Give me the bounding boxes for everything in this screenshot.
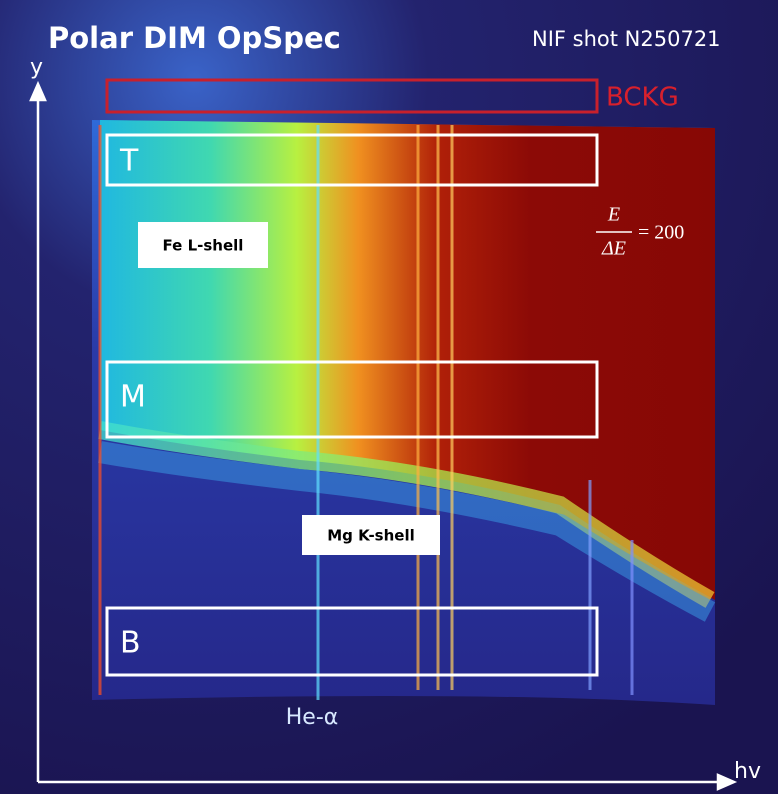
he-label: He-α bbox=[286, 705, 339, 730]
t-label: T bbox=[119, 144, 139, 179]
mg-label-box bbox=[302, 515, 440, 555]
spectral-lines bbox=[98, 125, 634, 700]
mg-label: Mg K-shell bbox=[327, 527, 415, 545]
x-arrow bbox=[716, 773, 738, 791]
fe-label-box bbox=[138, 222, 268, 268]
x-axis-label: hv bbox=[734, 759, 761, 784]
title: Polar DIM OpSpec bbox=[48, 21, 341, 55]
fe-label: Fe L-shell bbox=[163, 237, 244, 255]
m-label: M bbox=[120, 380, 146, 415]
bckg-box bbox=[105, 78, 599, 114]
b-box bbox=[105, 606, 599, 677]
b-label: B bbox=[120, 626, 141, 661]
t-box bbox=[105, 133, 599, 187]
y-arrow bbox=[29, 80, 47, 102]
bckg-label: BCKG bbox=[606, 83, 679, 113]
shot-label: NIF shot N250721 bbox=[532, 27, 721, 51]
axes bbox=[29, 80, 738, 791]
fraction-numerator: E bbox=[607, 204, 620, 226]
fraction-denominator: ΔE bbox=[601, 238, 626, 260]
resolution-value: = 200 bbox=[638, 222, 684, 244]
y-axis-label: y bbox=[30, 55, 43, 80]
m-box bbox=[105, 360, 599, 439]
